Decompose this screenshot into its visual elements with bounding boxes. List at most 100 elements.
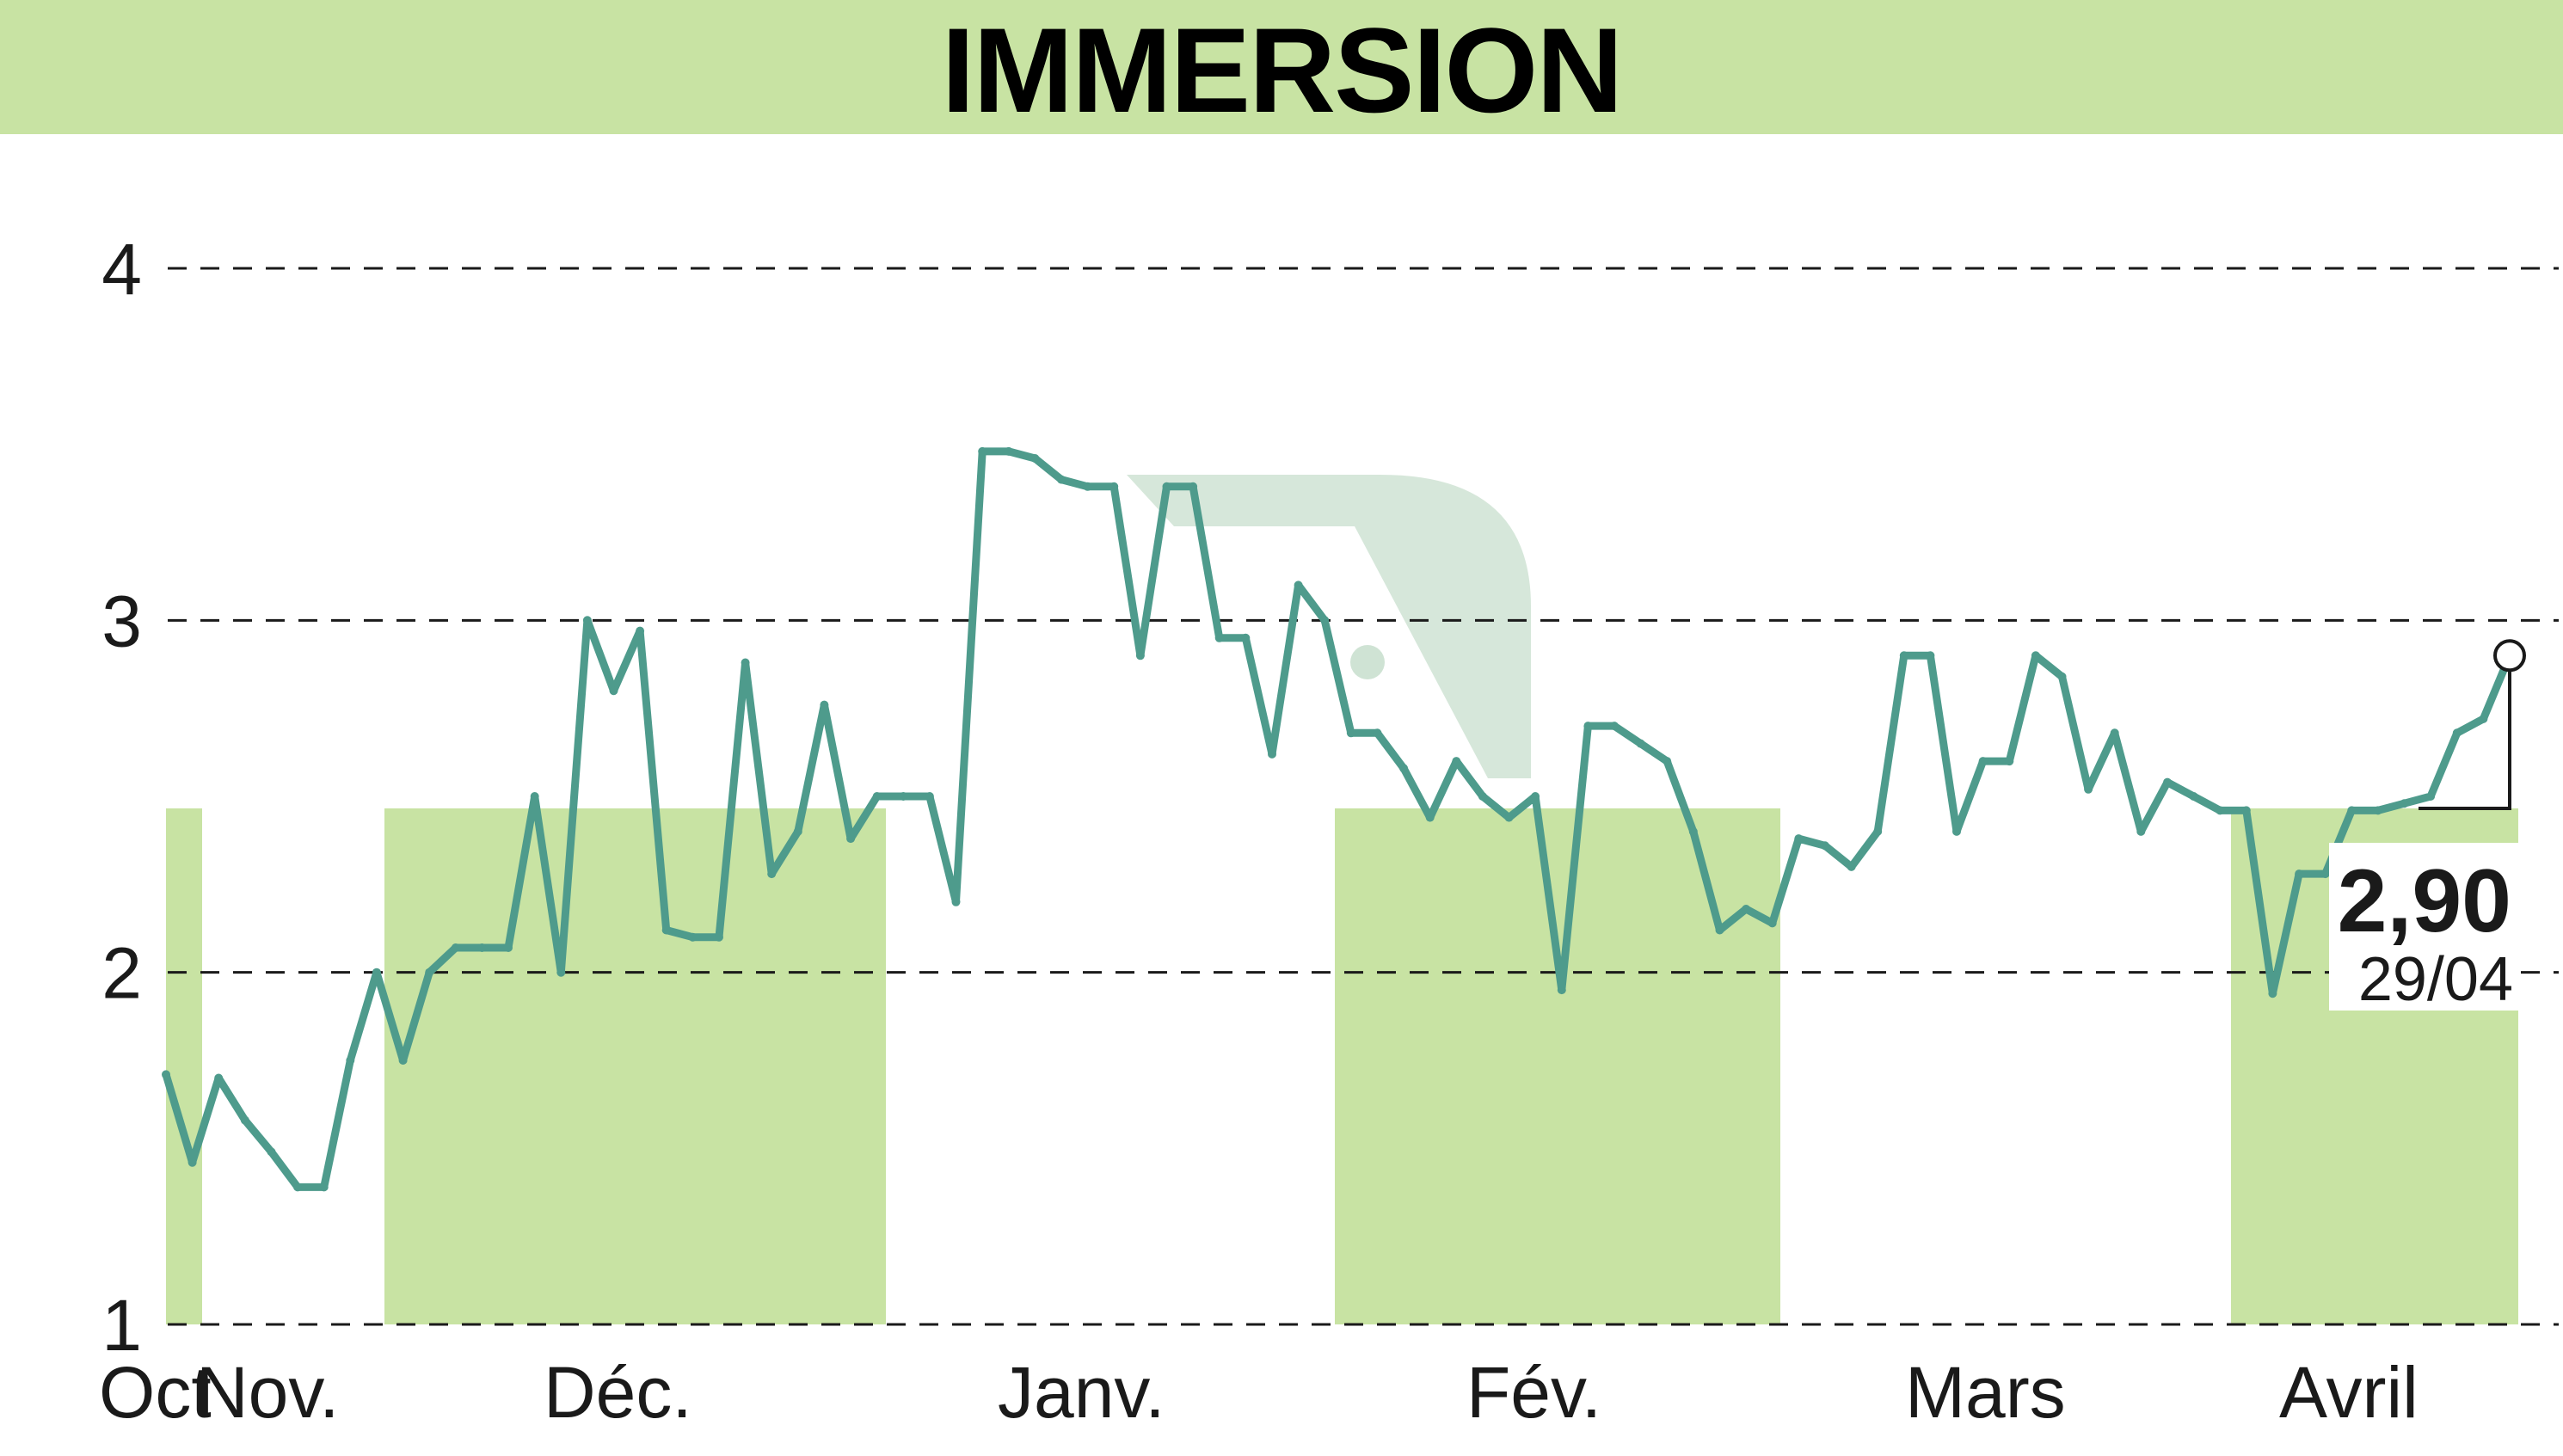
- data-point-81: [2295, 869, 2304, 879]
- data-point-17: [609, 686, 618, 696]
- data-point-80: [2268, 989, 2277, 998]
- data-point-71: [2031, 651, 2040, 660]
- data-point-16: [582, 616, 592, 625]
- data-point-22: [741, 658, 750, 667]
- data-point-30: [951, 897, 961, 906]
- data-point-77: [2189, 792, 2198, 801]
- data-point-25: [820, 700, 829, 710]
- watermark-arrow: [1127, 475, 1531, 778]
- data-point-48: [1425, 813, 1435, 822]
- month-bands: [166, 808, 2518, 1324]
- data-point-2: [214, 1073, 224, 1083]
- y-tick-label-4: 4: [101, 229, 142, 310]
- data-point-34: [1057, 475, 1066, 484]
- data-point-68: [1952, 826, 1961, 836]
- data-point-8: [372, 968, 381, 977]
- data-point-56: [1636, 739, 1645, 748]
- data-point-49: [1452, 757, 1461, 766]
- data-point-20: [688, 932, 698, 942]
- month-band-2: [1335, 808, 1780, 1324]
- data-point-45: [1346, 728, 1355, 738]
- data-point-62: [1794, 834, 1804, 844]
- last-value-callout: 2,90 29/04: [2329, 639, 2526, 1014]
- data-point-57: [1663, 757, 1672, 766]
- data-point-65: [1873, 826, 1883, 836]
- series-line: [162, 447, 2514, 1191]
- last-point-marker: [2493, 639, 2526, 673]
- data-point-43: [1294, 581, 1303, 590]
- data-point-67: [1926, 651, 1935, 660]
- data-point-29: [925, 792, 934, 801]
- data-point-82: [2320, 869, 2330, 879]
- data-point-7: [346, 1056, 355, 1065]
- title-band: [0, 0, 2563, 134]
- x-tick-label-0: Oct: [99, 1352, 212, 1433]
- x-tick-label-2: Déc.: [544, 1352, 692, 1433]
- data-point-60: [1742, 905, 1751, 913]
- data-point-61: [1767, 918, 1777, 928]
- data-point-4: [267, 1147, 276, 1157]
- data-point-69: [1978, 757, 1988, 766]
- data-point-46: [1373, 728, 1382, 738]
- data-point-10: [425, 968, 434, 977]
- chart-title: IMMERSION: [942, 3, 1622, 138]
- data-point-36: [1109, 482, 1119, 491]
- data-point-11: [451, 943, 460, 952]
- month-band-0: [166, 808, 202, 1324]
- data-point-50: [1478, 792, 1487, 801]
- data-point-44: [1320, 616, 1330, 625]
- data-point-76: [2163, 777, 2172, 787]
- watermark-dot: [1350, 645, 1385, 679]
- data-point-88: [2479, 714, 2488, 723]
- data-point-5: [293, 1183, 303, 1192]
- data-point-9: [398, 1056, 408, 1065]
- data-point-54: [1583, 722, 1593, 731]
- grid-lines: [168, 267, 2559, 1326]
- data-point-55: [1610, 722, 1619, 731]
- data-point-24: [793, 826, 802, 836]
- data-point-6: [319, 1183, 329, 1192]
- x-tick-label-4: Fév.: [1466, 1352, 1601, 1433]
- data-point-74: [2110, 728, 2119, 738]
- data-point-27: [872, 792, 882, 801]
- data-point-32: [1004, 446, 1013, 456]
- data-point-64: [1847, 862, 1856, 871]
- data-point-33: [1030, 454, 1040, 463]
- y-tick-label-3: 3: [101, 581, 142, 661]
- data-point-51: [1504, 813, 1514, 822]
- last-date-label: 29/04: [2358, 945, 2513, 1014]
- data-point-78: [2216, 806, 2225, 815]
- last-value-label: 2,90: [2338, 851, 2511, 951]
- data-point-15: [556, 968, 566, 977]
- y-tick-label-1: 1: [101, 1285, 142, 1366]
- last-value-bracket: [2419, 671, 2511, 810]
- x-tick-label-1: Nov.: [196, 1352, 339, 1433]
- data-point-42: [1268, 749, 1276, 759]
- y-axis-ticks: 1 2 3 4: [101, 229, 142, 1366]
- data-point-13: [504, 943, 513, 952]
- watermark-logo: [1127, 475, 1531, 778]
- data-point-39: [1189, 482, 1198, 491]
- data-point-75: [2136, 826, 2146, 836]
- data-point-40: [1214, 633, 1224, 642]
- data-point-85: [2400, 799, 2409, 808]
- data-point-83: [2347, 806, 2357, 815]
- data-point-87: [2452, 728, 2462, 738]
- data-point-26: [846, 834, 856, 844]
- data-point-31: [978, 446, 987, 456]
- data-point-28: [899, 792, 908, 801]
- data-point-58: [1688, 826, 1698, 836]
- data-point-86: [2426, 792, 2436, 801]
- data-point-3: [240, 1115, 249, 1125]
- data-point-21: [715, 932, 723, 942]
- data-point-38: [1162, 482, 1171, 491]
- data-point-84: [2373, 806, 2382, 815]
- y-tick-label-2: 2: [101, 933, 142, 1014]
- x-tick-label-3: Janv.: [998, 1352, 1165, 1433]
- data-point-66: [1899, 651, 1908, 660]
- data-point-19: [661, 925, 671, 935]
- data-point-59: [1715, 925, 1724, 935]
- data-point-18: [636, 626, 645, 636]
- data-point-73: [2084, 784, 2093, 794]
